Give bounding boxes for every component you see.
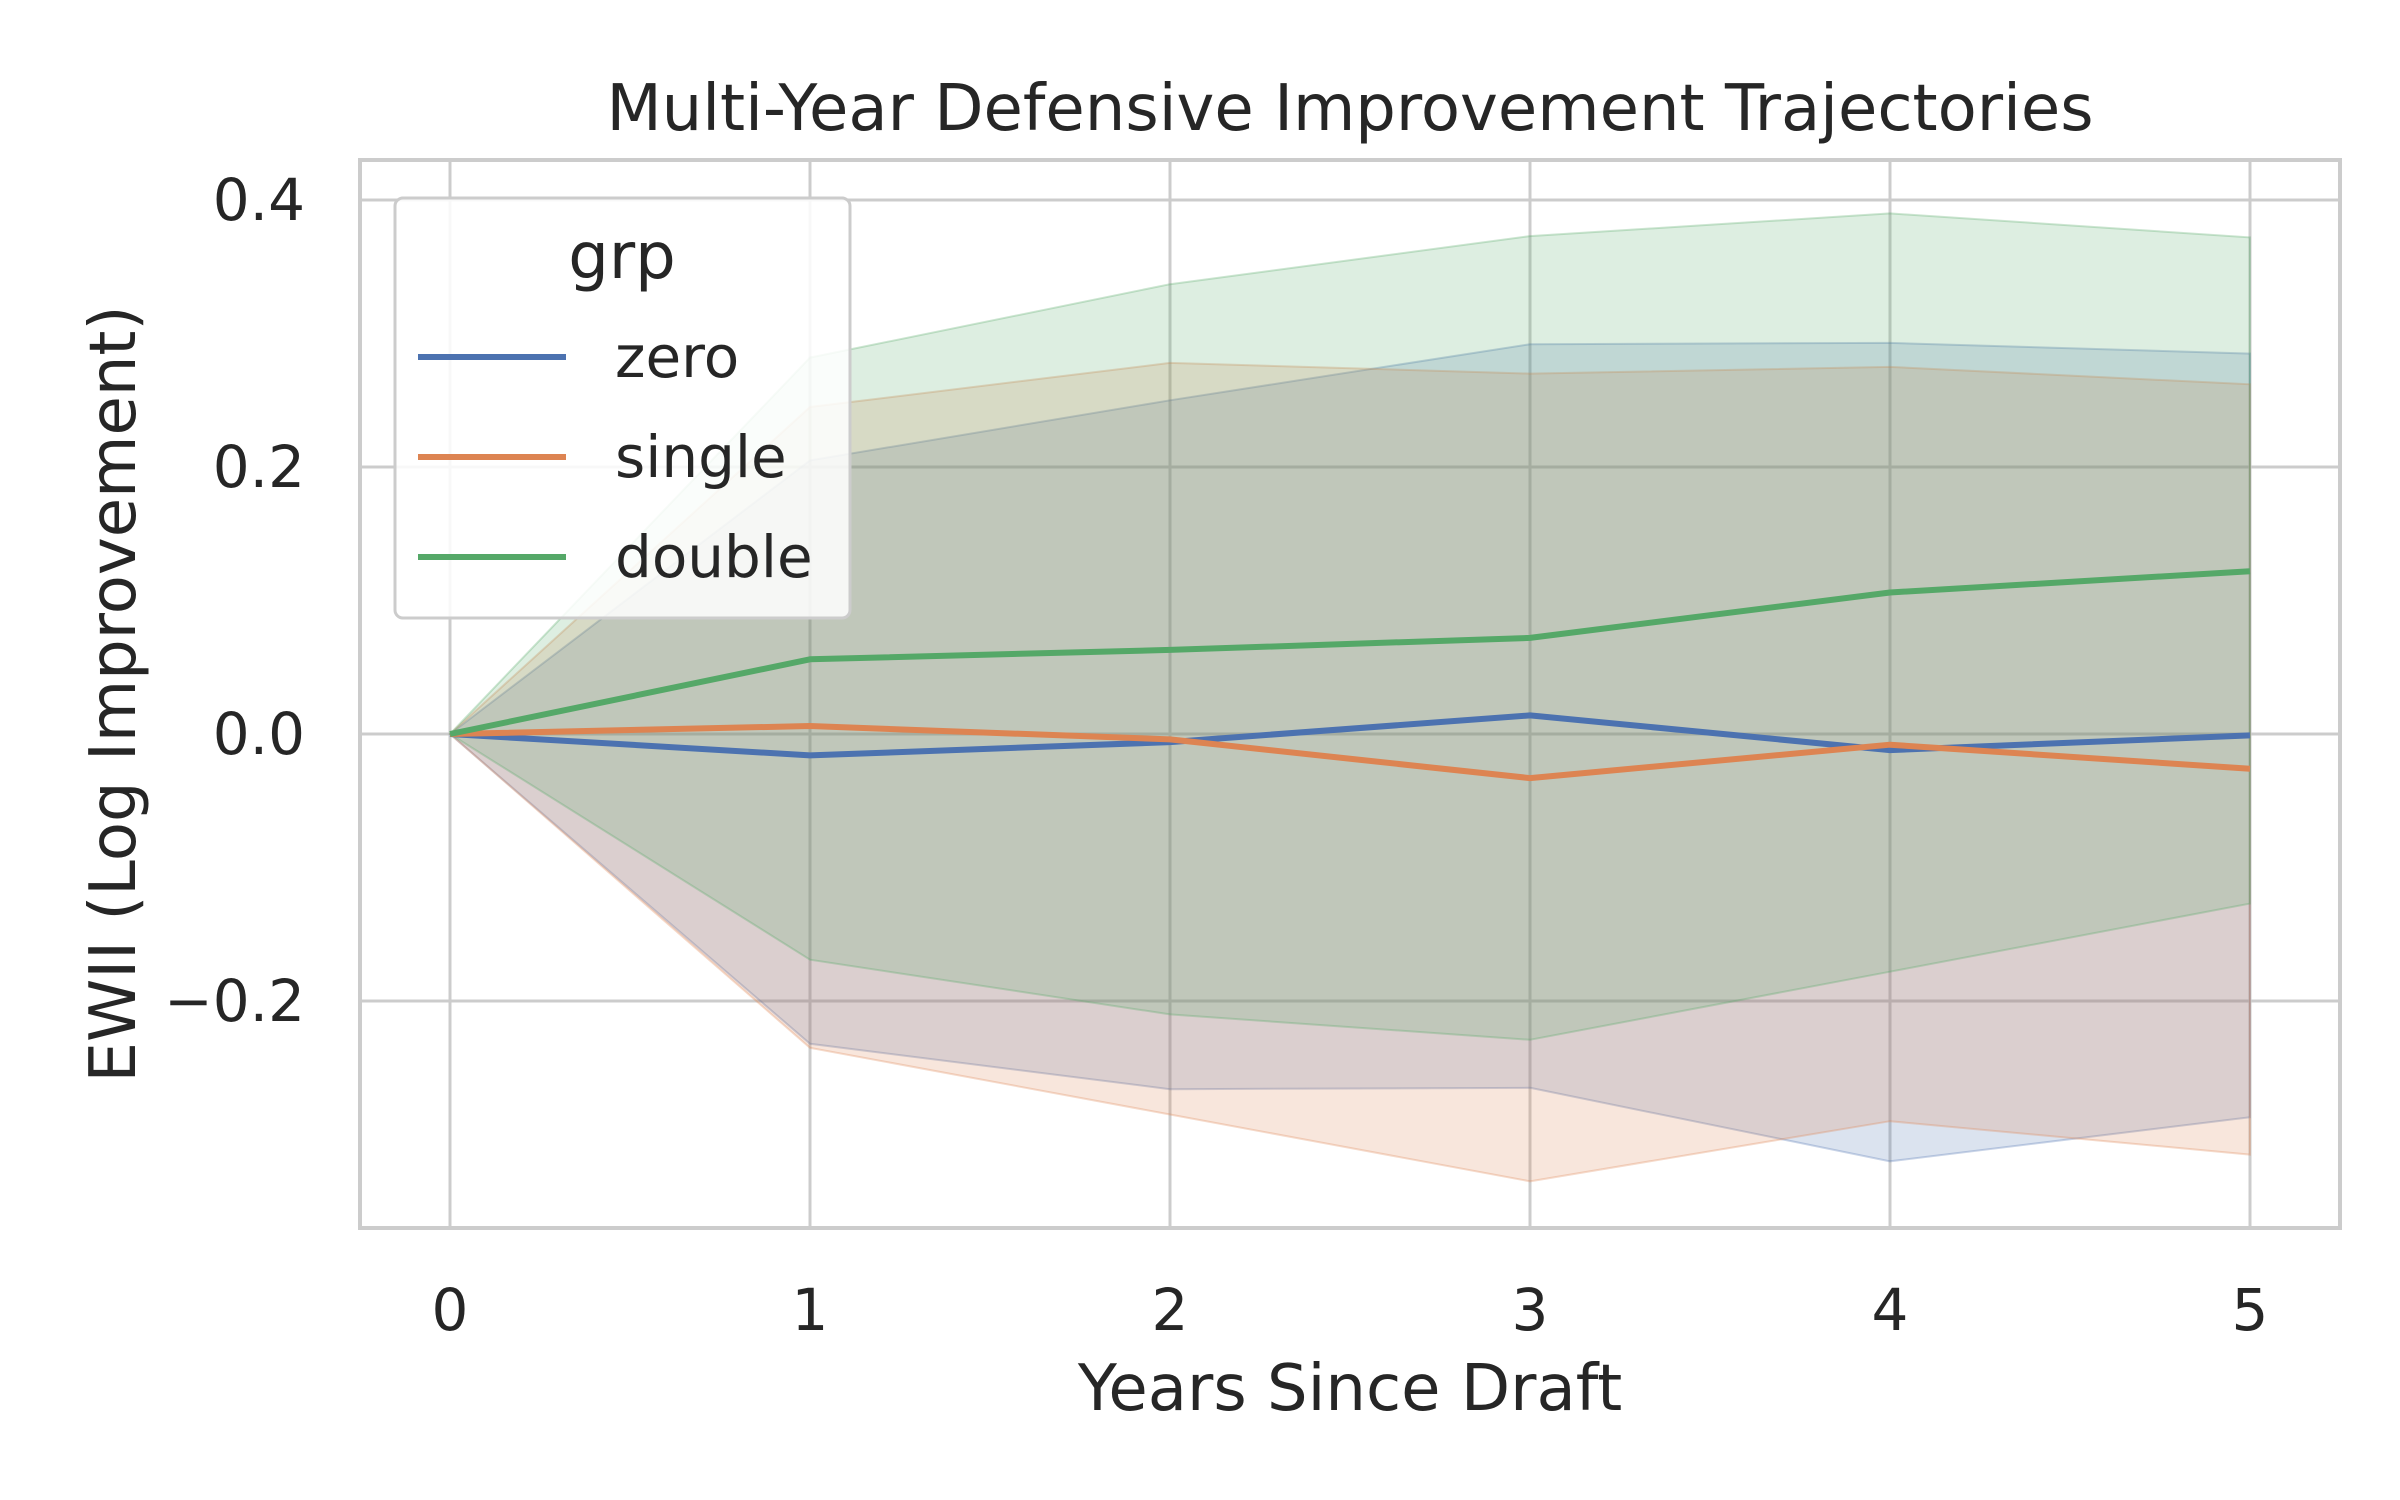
legend[interactable]: grp zero single double <box>393 196 852 620</box>
y-tick-label: 0.0 <box>213 700 305 768</box>
ci-band-single <box>448 361 2251 1183</box>
legend-label-single: single <box>615 423 787 491</box>
series-line-double <box>449 568 2251 737</box>
ci-bands <box>448 212 2251 1183</box>
x-tick-label: 5 <box>2232 1276 2269 1344</box>
y-tick-label: 0.4 <box>213 166 305 234</box>
legend-items: zero single double <box>418 323 813 591</box>
ci-band-double <box>448 212 2251 1041</box>
y-tick-label: −0.2 <box>164 967 305 1035</box>
y-tick-labels: −0.2 0.0 0.2 0.4 <box>164 166 305 1035</box>
series-line-single <box>449 723 2251 782</box>
legend-item-double[interactable]: double <box>418 523 813 591</box>
series-lines <box>449 568 2251 782</box>
x-tick-label: 3 <box>1512 1276 1549 1344</box>
chart-title: Multi-Year Defensive Improvement Traject… <box>606 72 2093 146</box>
plot-frame <box>358 158 2342 1230</box>
legend-box <box>393 196 852 620</box>
x-tick-labels: 0 1 2 3 4 5 <box>432 1276 2269 1344</box>
y-tick-label: 0.2 <box>213 433 305 501</box>
x-tick-label: 0 <box>432 1276 469 1344</box>
legend-title: grp <box>568 220 676 294</box>
x-tick-label: 2 <box>1152 1276 1189 1344</box>
y-axis-label: EWII (Log Improvement) <box>77 306 151 1083</box>
x-tick-label: 4 <box>1872 1276 1909 1344</box>
x-tick-label: 1 <box>792 1276 829 1344</box>
legend-item-zero[interactable]: zero <box>418 323 739 391</box>
x-axis-label: Years Since Draft <box>1077 1352 1622 1426</box>
legend-item-single[interactable]: single <box>418 423 787 491</box>
legend-label-double: double <box>615 523 813 591</box>
legend-label-zero: zero <box>615 323 739 391</box>
